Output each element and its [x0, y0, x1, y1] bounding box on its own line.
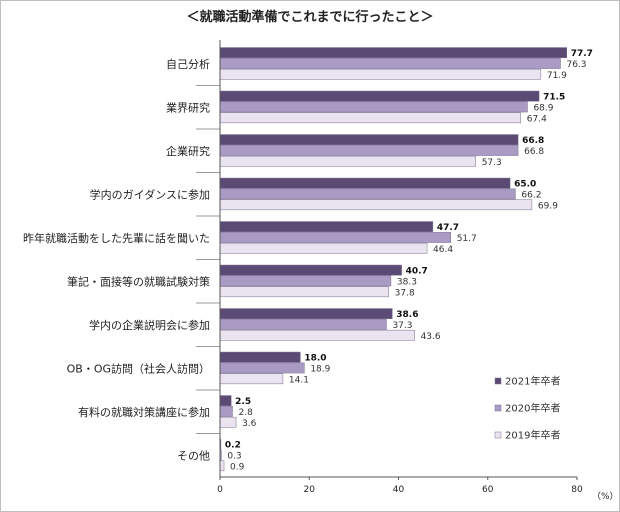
data-label: 18.0 [304, 354, 326, 364]
bar [219, 177, 511, 189]
bar [219, 460, 225, 472]
unit-label: （%） [592, 491, 619, 502]
bar [219, 221, 434, 233]
bar [219, 362, 305, 374]
bar [219, 308, 393, 319]
x-tick-label: 40 [393, 485, 405, 495]
category-label: 学内のガイダンスに参加 [90, 187, 210, 201]
legend-swatch [494, 404, 502, 412]
bar [219, 242, 428, 254]
legend-label: 2021年卒者 [505, 375, 560, 388]
data-label: 66.2 [521, 190, 541, 200]
bar [219, 406, 233, 417]
data-label: 18.9 [310, 364, 330, 374]
data-label: 43.6 [421, 332, 441, 342]
bar [219, 58, 561, 69]
bar [219, 145, 519, 156]
data-label: 71.5 [543, 93, 565, 103]
category-label: 学内の企業説明会に参加 [89, 318, 210, 332]
category-label: その他 [177, 449, 210, 462]
data-label: 51.7 [457, 234, 477, 244]
bar [219, 395, 232, 406]
data-label: 66.8 [522, 136, 544, 146]
bar [219, 90, 540, 102]
bar [219, 101, 528, 113]
data-label: 0.9 [230, 462, 245, 472]
data-label: 3.6 [242, 419, 257, 429]
bar [219, 351, 301, 363]
bar [219, 68, 542, 80]
data-label: 37.8 [395, 288, 415, 298]
bar [219, 416, 237, 428]
category-label: OB・OG訪問（社会人訪問） [67, 361, 210, 375]
data-label: 47.7 [437, 223, 459, 233]
data-label: 65.0 [514, 180, 536, 190]
data-label: 2.5 [235, 397, 251, 407]
bar [219, 188, 516, 200]
category-label: 企業研究 [166, 144, 210, 158]
x-tick-label: 80 [571, 485, 583, 495]
legend-swatch [494, 377, 502, 385]
data-label: 0.3 [227, 451, 241, 461]
data-label: 69.9 [538, 201, 558, 211]
data-label: 67.4 [527, 114, 547, 124]
data-label: 66.8 [524, 147, 544, 157]
bar [219, 47, 567, 58]
data-label: 0.2 [225, 441, 241, 451]
category-label: 有料の就職対策講座に参加 [78, 405, 210, 419]
bar [219, 232, 451, 243]
bar [219, 275, 392, 287]
chart-title: ＜就職活動準備でこれまでに行ったこと＞ [186, 10, 434, 25]
data-label: 38.3 [397, 277, 417, 287]
legend-swatch [494, 431, 502, 439]
bar [219, 112, 522, 124]
category-label: 自己分析 [166, 57, 210, 71]
bar [219, 329, 415, 341]
data-label: 40.7 [406, 267, 428, 277]
x-tick-label: 20 [304, 485, 316, 495]
x-tick-label: 0 [217, 485, 223, 495]
bar [219, 155, 476, 167]
legend-label: 2019年卒者 [505, 429, 560, 442]
data-label: 37.3 [392, 321, 412, 331]
bar [219, 199, 533, 211]
data-label: 46.4 [433, 245, 453, 255]
category-label: 昨年就職活動をした先輩に話を聞いた [23, 231, 210, 245]
bar [219, 286, 389, 298]
bar [219, 134, 519, 146]
data-label: 71.9 [547, 71, 567, 81]
data-label: 77.7 [571, 49, 593, 59]
data-label: 68.9 [533, 103, 553, 113]
data-label: 38.6 [396, 310, 418, 320]
legend-label: 2020年卒者 [505, 402, 560, 415]
data-label: 14.1 [289, 375, 309, 385]
bar [219, 373, 284, 385]
category-label: 業界研究 [166, 100, 210, 114]
data-label: 76.3 [566, 60, 586, 70]
category-label: 筆記・面接等の就職試験対策 [67, 274, 210, 288]
bar [219, 319, 387, 330]
data-label: 2.8 [238, 408, 253, 418]
bar [219, 264, 402, 276]
data-label: 57.3 [482, 158, 502, 168]
x-tick-label: 60 [482, 485, 494, 495]
